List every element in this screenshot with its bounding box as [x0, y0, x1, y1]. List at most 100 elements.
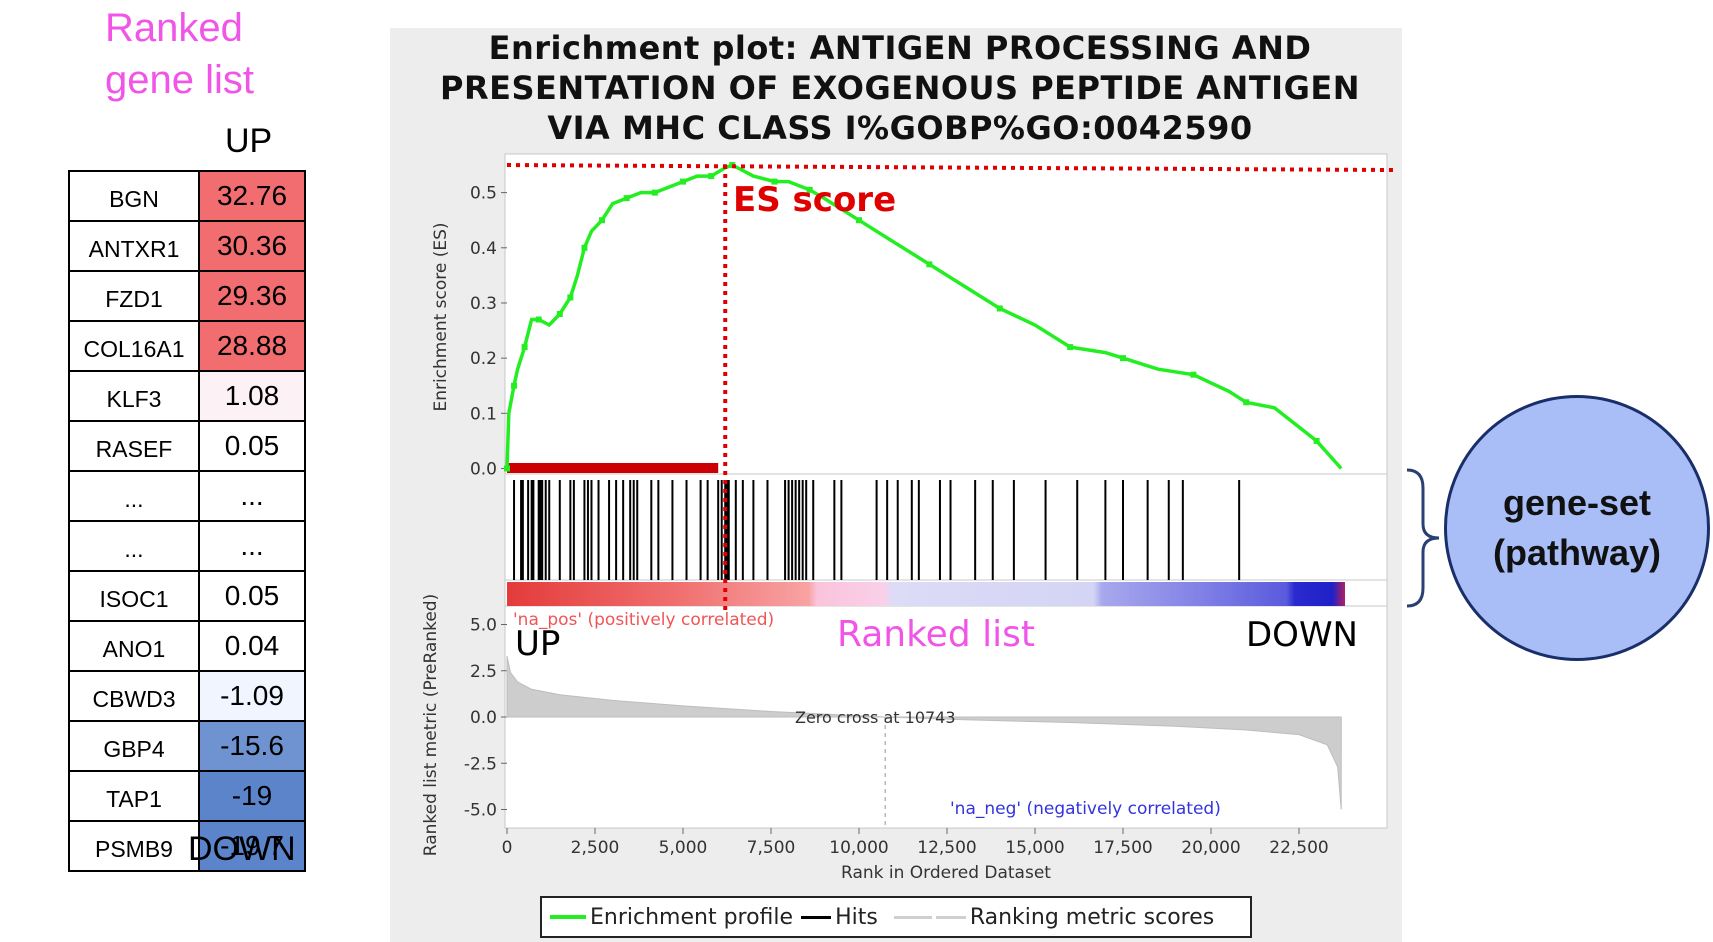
enrichment-point	[623, 195, 630, 202]
gene-row: CBWD3 -1.09	[68, 670, 306, 722]
x-tick-label: 5,000	[659, 838, 708, 858]
negative-correlation-label: 'na_neg' (negatively correlated)	[950, 799, 1221, 819]
gene-row: ANO1 0.04	[68, 620, 306, 672]
gene-row: PSMB9 -19.7	[68, 820, 306, 872]
gene-name: CBWD3	[68, 670, 200, 722]
gene-score: 1.08	[198, 370, 306, 422]
metric-tick-label: -5.0	[464, 801, 497, 821]
enrichment-point	[1190, 371, 1197, 378]
enrichment-point	[926, 261, 933, 268]
enrichment-point	[806, 186, 813, 193]
gene-row: GBP4 -15.6	[68, 720, 306, 772]
gene-row: COL16A1 28.88	[68, 320, 306, 372]
hits-barcode	[507, 463, 1241, 580]
enrichment-point	[556, 311, 563, 317]
enrichment-point	[511, 382, 518, 389]
x-tick-label: 7,500	[747, 838, 796, 858]
enrichment-point	[771, 178, 778, 185]
gene-row: FZD1 29.36	[68, 270, 306, 322]
leading-edge-bar	[507, 463, 719, 473]
es-annotations	[506, 163, 1396, 610]
ranked-gene-list-title: Ranked gene list	[105, 6, 254, 102]
gene-score: 0.05	[198, 420, 306, 472]
gene-row: KLF3 1.08	[68, 370, 306, 422]
gene-name: COL16A1	[68, 320, 200, 372]
gene-name: ...	[68, 520, 200, 572]
metric-y-axis: 5.0 2.5 0.0 -2.5 -5.0	[464, 616, 507, 821]
gene-row: TAP1 -19	[68, 770, 306, 822]
gene-name: RASEF	[68, 420, 200, 472]
gene-name: ANO1	[68, 620, 200, 672]
enrichment-point	[521, 344, 528, 351]
gene-set-bracket	[1406, 468, 1440, 608]
enrichment-point	[504, 465, 510, 472]
ranking-metric-area	[506, 655, 1342, 828]
x-tick-label: 10,000	[829, 838, 888, 858]
gene-name: KLF3	[68, 370, 200, 422]
gene-row: ......	[68, 520, 306, 572]
enrichment-profile-line	[505, 163, 1343, 470]
es-tick-label: 0.1	[470, 404, 497, 424]
gene-score: 30.36	[198, 220, 306, 272]
ranked-list-label: Ranked list	[837, 614, 1035, 655]
gene-name: ANTXR1	[68, 220, 200, 272]
enrichment-point	[567, 294, 574, 301]
plot-title-line: PRESENTATION OF EXOGENOUS PEPTIDE ANTIGE…	[440, 69, 1360, 107]
positive-correlation-label: 'na_pos' (positively correlated)	[513, 610, 774, 630]
enrichment-point	[1120, 355, 1126, 362]
gene-score: 28.88	[198, 320, 306, 372]
enrichment-profile	[504, 162, 1343, 472]
metric-tick-label: 0.0	[470, 708, 497, 728]
x-tick-label: 15,000	[1005, 838, 1064, 858]
enrichment-point	[1243, 399, 1250, 406]
gene-name: GBP4	[68, 720, 200, 772]
hits-legend-label: Hits	[835, 904, 878, 930]
enrichment-point	[599, 217, 606, 224]
enrichment-point	[535, 316, 542, 323]
enrichment-point	[708, 173, 715, 180]
x-axis-label: Rank in Ordered Dataset	[841, 863, 1051, 883]
gene-name: ISOC1	[68, 570, 200, 622]
x-tick-label: 20,000	[1181, 838, 1240, 858]
plot-title-line: VIA MHC CLASS I%GOBP%GO:0042590	[547, 109, 1253, 147]
es-tick-label: 0.3	[470, 294, 497, 314]
gene-row: RASEF 0.05	[68, 420, 306, 472]
gene-set-circle: gene-set (pathway)	[1444, 395, 1710, 661]
enrichment-point	[680, 178, 686, 185]
gene-score: ...	[198, 470, 306, 522]
ranked-gene-table: BGN 32.76 ANTXR1 30.36 FZD1 29.36 COL16A1 28.88…	[68, 170, 306, 872]
enrichment-point	[581, 244, 588, 251]
gene-score: -1.09	[198, 670, 306, 722]
hits-legend-swatch	[801, 915, 832, 919]
es-tick-label: 0.4	[470, 239, 497, 259]
plot-legend: Enrichment profile Hits Ranking metric s…	[540, 896, 1252, 938]
x-tick-label: 2,500	[571, 838, 620, 858]
metric-legend-label: Ranking metric scores	[969, 904, 1215, 930]
es-tick-label: 0.2	[470, 349, 497, 369]
gene-name: FZD1	[68, 270, 200, 322]
plot-title: Enrichment plot: ANTIGEN PROCESSING AND P…	[400, 28, 1400, 148]
gene-score: 0.04	[198, 620, 306, 672]
gene-score: 29.36	[198, 270, 306, 322]
ranked-list-colorbar	[507, 582, 1345, 606]
profile-legend-label: Enrichment profile	[590, 904, 794, 930]
metric-tick-label: -2.5	[464, 754, 497, 774]
es-score-label: ES score	[733, 180, 896, 220]
es-tick-label: 0.0	[470, 459, 497, 479]
x-tick-label: 22,500	[1269, 838, 1328, 858]
gene-name: PSMB9	[68, 820, 200, 872]
gene-row: ISOC1 0.05	[68, 570, 306, 622]
plot-title-line: Enrichment plot: ANTIGEN PROCESSING AND	[488, 29, 1312, 67]
gene-name: BGN	[68, 170, 200, 222]
es-score-hline	[506, 163, 1396, 173]
enrichment-point	[996, 305, 1003, 312]
ranking-metric-fill	[506, 655, 1342, 810]
x-tick-label: 17,500	[1093, 838, 1152, 858]
zero-cross-label: Zero cross at 10743	[795, 708, 956, 727]
enrichment-point	[1067, 344, 1074, 351]
gene-score: -15.6	[198, 720, 306, 772]
gene-score: -19	[198, 770, 306, 822]
profile-legend-swatch	[550, 915, 586, 919]
plot-down-label: DOWN	[1246, 615, 1358, 655]
